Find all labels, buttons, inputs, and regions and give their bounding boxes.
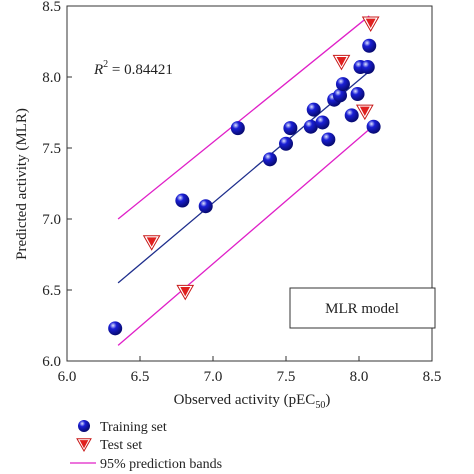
training-point [175, 193, 190, 208]
training-point [303, 119, 318, 134]
x-tick-label: 6.5 [131, 369, 150, 385]
legend-test-marker [76, 438, 92, 453]
training-point [279, 136, 293, 151]
legend-training-marker [78, 420, 90, 432]
legend-label: Training set [100, 420, 167, 435]
axis-ticks: 6.0 6.5 7.0 7.5 8.0 8.5 6.0 6.5 7.0 7.5 8.0 8.5 [42, 0, 441, 385]
training-point [198, 199, 213, 214]
plot-frame [66, 5, 433, 362]
y-tick-label: 8.5 [42, 0, 61, 15]
x-tick-label: 8.5 [423, 369, 442, 385]
training-point [306, 102, 321, 117]
y-tick-label: 6.5 [42, 283, 61, 299]
training-point [344, 108, 359, 123]
lower-band-line [117, 127, 372, 346]
test-point [176, 284, 195, 301]
x-tick-label: 8.0 [350, 369, 369, 385]
legend-label: Test set [100, 438, 142, 453]
legend-label: 95% prediction bands [100, 457, 222, 472]
training-point [321, 132, 336, 147]
plot-border [66, 5, 433, 362]
x-tick-label: 6.0 [58, 369, 77, 385]
y-axis-label: Predicted activity (MLR) [14, 108, 30, 260]
test-point [361, 16, 380, 33]
fit-line [117, 70, 370, 284]
y-tick-label: 6.0 [42, 354, 61, 370]
x-tick-label: 7.5 [277, 369, 296, 385]
training-point [108, 321, 123, 336]
legend: Training set Test set 95% prediction bands [70, 420, 222, 472]
y-tick-label: 7.5 [42, 141, 61, 157]
y-tick-label: 8.0 [42, 70, 61, 86]
model-box [289, 287, 436, 329]
x-tick-label: 7.0 [204, 369, 223, 385]
training-point [360, 60, 375, 75]
test-points [142, 16, 380, 301]
training-point [262, 152, 277, 167]
prediction-bands [117, 15, 372, 346]
test-point [355, 104, 374, 121]
training-point [335, 77, 350, 92]
training-point [333, 88, 348, 103]
upper-band-line [117, 15, 370, 220]
r2-annotation: R2 = 0.84421 [93, 59, 173, 78]
y-tick-label: 7.0 [42, 212, 61, 228]
model-label: MLR model [325, 301, 399, 317]
training-point [362, 38, 377, 53]
training-points [108, 38, 381, 336]
regression-line [117, 70, 370, 284]
training-point [283, 121, 298, 136]
x-axis-label: Observed activity (pEC50) [174, 392, 331, 411]
test-point [332, 54, 351, 71]
test-point [142, 235, 161, 251]
training-point [350, 87, 365, 102]
training-point [366, 119, 381, 134]
training-point [315, 115, 330, 130]
training-point [230, 121, 245, 136]
